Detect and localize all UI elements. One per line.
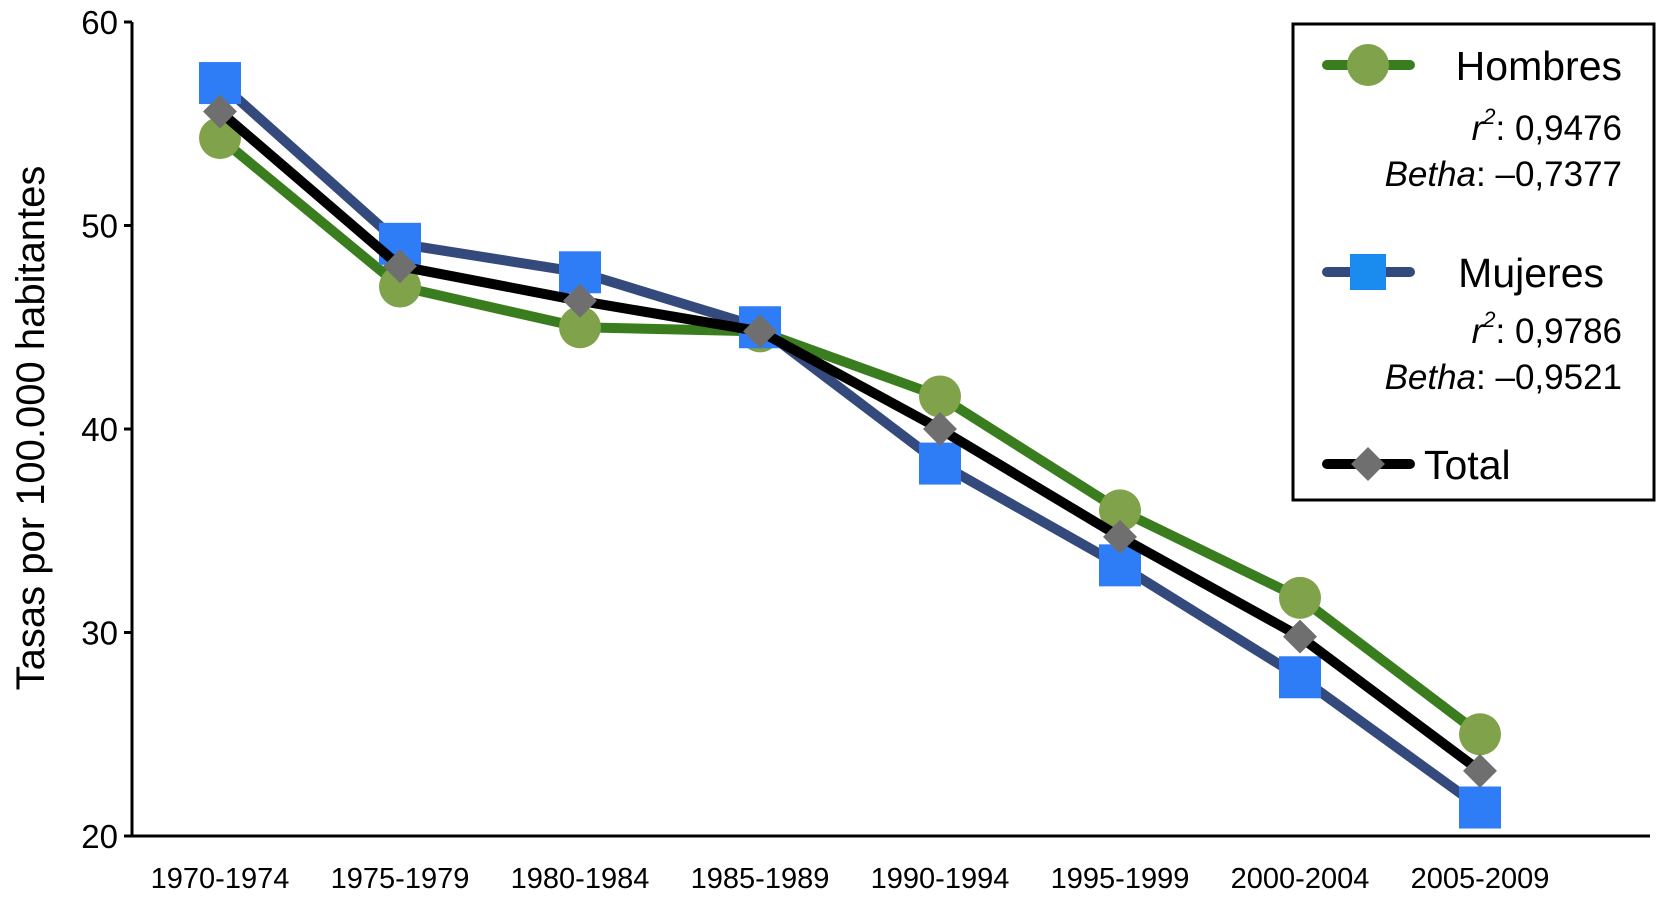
y-tick-label: 50: [81, 208, 118, 245]
x-tick-label: 2005-2009: [1411, 863, 1550, 895]
x-tick-label: 2000-2004: [1231, 863, 1370, 895]
data-point-hombres: [559, 306, 601, 349]
series-line-mujeres: [215, 78, 1485, 813]
x-tick-label: 1985-1989: [691, 863, 830, 895]
x-tick-label: 1995-1999: [1051, 863, 1190, 895]
legend-betha-mujeres: Betha: –0,9521: [1385, 358, 1622, 397]
y-tick-label: 20: [81, 818, 118, 855]
data-point-hombres: [1279, 576, 1321, 619]
legend-r2-hombres: r2: 0,9476: [1472, 104, 1622, 148]
series-total: [203, 94, 1497, 788]
series-mujeres: [199, 62, 1501, 829]
legend-r2-mujeres: r2: 0,9786: [1472, 307, 1622, 351]
x-tick-labels: 1970-1974 1975-1979 1980-1984 1985-1989 1990…: [151, 863, 1550, 895]
y-tick-label: 60: [81, 4, 118, 41]
legend-label-mujeres: Mujeres: [1458, 250, 1604, 296]
r2-superscript: 2: [1482, 104, 1495, 129]
data-point-total: [203, 94, 237, 129]
r2-superscript: 2: [1482, 307, 1495, 332]
r2-value: : 0,9786: [1496, 312, 1623, 351]
legend-marker-mujeres: [1350, 254, 1386, 290]
data-point-total: [1463, 753, 1497, 788]
legend-label-hombres: Hombres: [1456, 43, 1622, 89]
y-axis-label: Tasas por 100.000 habitantes: [9, 166, 53, 691]
x-tick-label: 1970-1974: [151, 863, 290, 895]
data-point-hombres: [919, 375, 961, 418]
data-point-mujeres: [919, 442, 961, 485]
data-point-mujeres: [1279, 656, 1321, 699]
data-point-total: [743, 314, 777, 349]
data-point-hombres: [379, 265, 421, 308]
data-point-total: [563, 283, 597, 318]
y-tick-labels: 20 30 40 50 60: [81, 4, 132, 855]
data-point-total: [383, 249, 417, 284]
betha-value: : –0,7377: [1476, 155, 1622, 194]
data-point-mujeres: [1459, 786, 1501, 829]
legend-marker-total: [1351, 447, 1385, 481]
r2-symbol: r: [1472, 312, 1485, 351]
r2-value: : 0,9476: [1496, 109, 1623, 148]
legend-label-total: Total: [1424, 442, 1511, 488]
legend-betha-hombres: Betha: –0,7377: [1385, 155, 1622, 194]
betha-symbol: Betha: [1385, 155, 1476, 194]
data-point-hombres: [1099, 489, 1141, 532]
series-line-total: [215, 106, 1485, 776]
x-tick-label: 1990-1994: [871, 863, 1010, 895]
data-point-total: [1283, 619, 1317, 654]
series-layer: [199, 62, 1501, 829]
legend: Hombres r2: 0,9476 Betha: –0,7377 Mujere…: [1291, 22, 1656, 502]
r2-symbol: r: [1472, 109, 1485, 148]
betha-symbol: Betha: [1385, 358, 1476, 397]
legend-marker-hombres: [1347, 44, 1389, 86]
x-tick-label: 1975-1979: [331, 863, 470, 895]
data-point-hombres: [1459, 713, 1501, 756]
x-tick-label: 1980-1984: [511, 863, 650, 895]
betha-value: : –0,9521: [1476, 358, 1622, 397]
series-line-hombres: [215, 132, 1485, 740]
y-tick-label: 40: [81, 411, 118, 448]
data-point-hombres: [199, 116, 241, 159]
data-point-total: [1103, 519, 1137, 554]
data-point-total: [923, 412, 957, 446]
y-tick-label: 30: [81, 615, 118, 652]
